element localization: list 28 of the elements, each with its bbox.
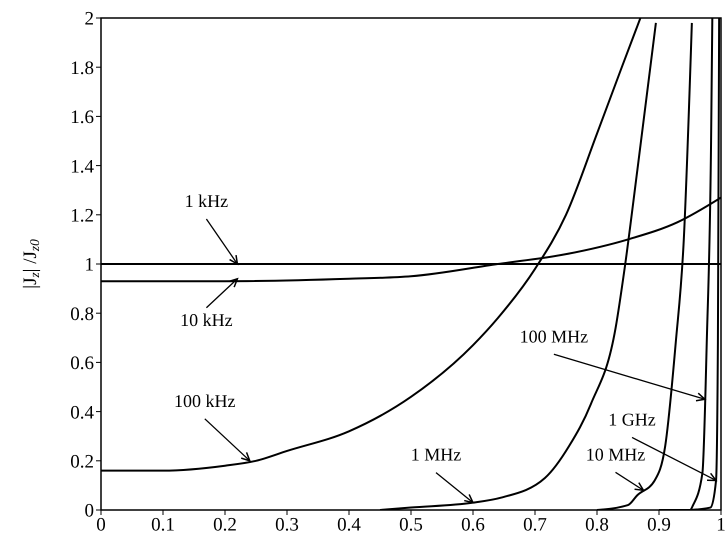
x-tick-label: 0.2 [213, 514, 237, 536]
x-tick-label: 1 [716, 514, 726, 536]
annotation: 100 kHz [174, 390, 236, 411]
y-tick-label: 1.4 [70, 156, 94, 178]
y-tick-label: 0.6 [70, 353, 94, 374]
y-tick-label: 1 [84, 254, 94, 276]
annotation: 10 MHz [586, 444, 646, 464]
x-tick-label: 0.6 [461, 514, 485, 536]
x-tick-label: 0.4 [337, 514, 362, 536]
annotation: 1 kHz [184, 191, 228, 211]
x-tick-label: 0.3 [275, 514, 299, 536]
y-tick-label: 0.8 [70, 304, 94, 325]
annotation: 10 kHz [180, 310, 233, 330]
y-tick-label: 0.2 [70, 452, 94, 473]
annotation: 100 MHz [520, 326, 588, 346]
x-tick-label: 0.1 [151, 514, 175, 536]
annotation: 1 MHz [410, 444, 462, 465]
y-tick-label: 1.6 [70, 107, 94, 128]
x-tick-label: 0.5 [399, 514, 423, 536]
y-tick-label: 2 [84, 8, 94, 30]
annotation: 1 GHz [608, 409, 656, 430]
x-tick-label: 0.7 [523, 514, 547, 536]
y-tick-label: 1.2 [70, 206, 94, 227]
y-tick-label: 1.8 [70, 58, 94, 79]
x-tick-label: 0.9 [647, 514, 671, 536]
x-tick-label: 0.8 [585, 514, 609, 536]
y-tick-label: 0.4 [70, 402, 94, 424]
y-tick-label: 0 [84, 500, 94, 522]
